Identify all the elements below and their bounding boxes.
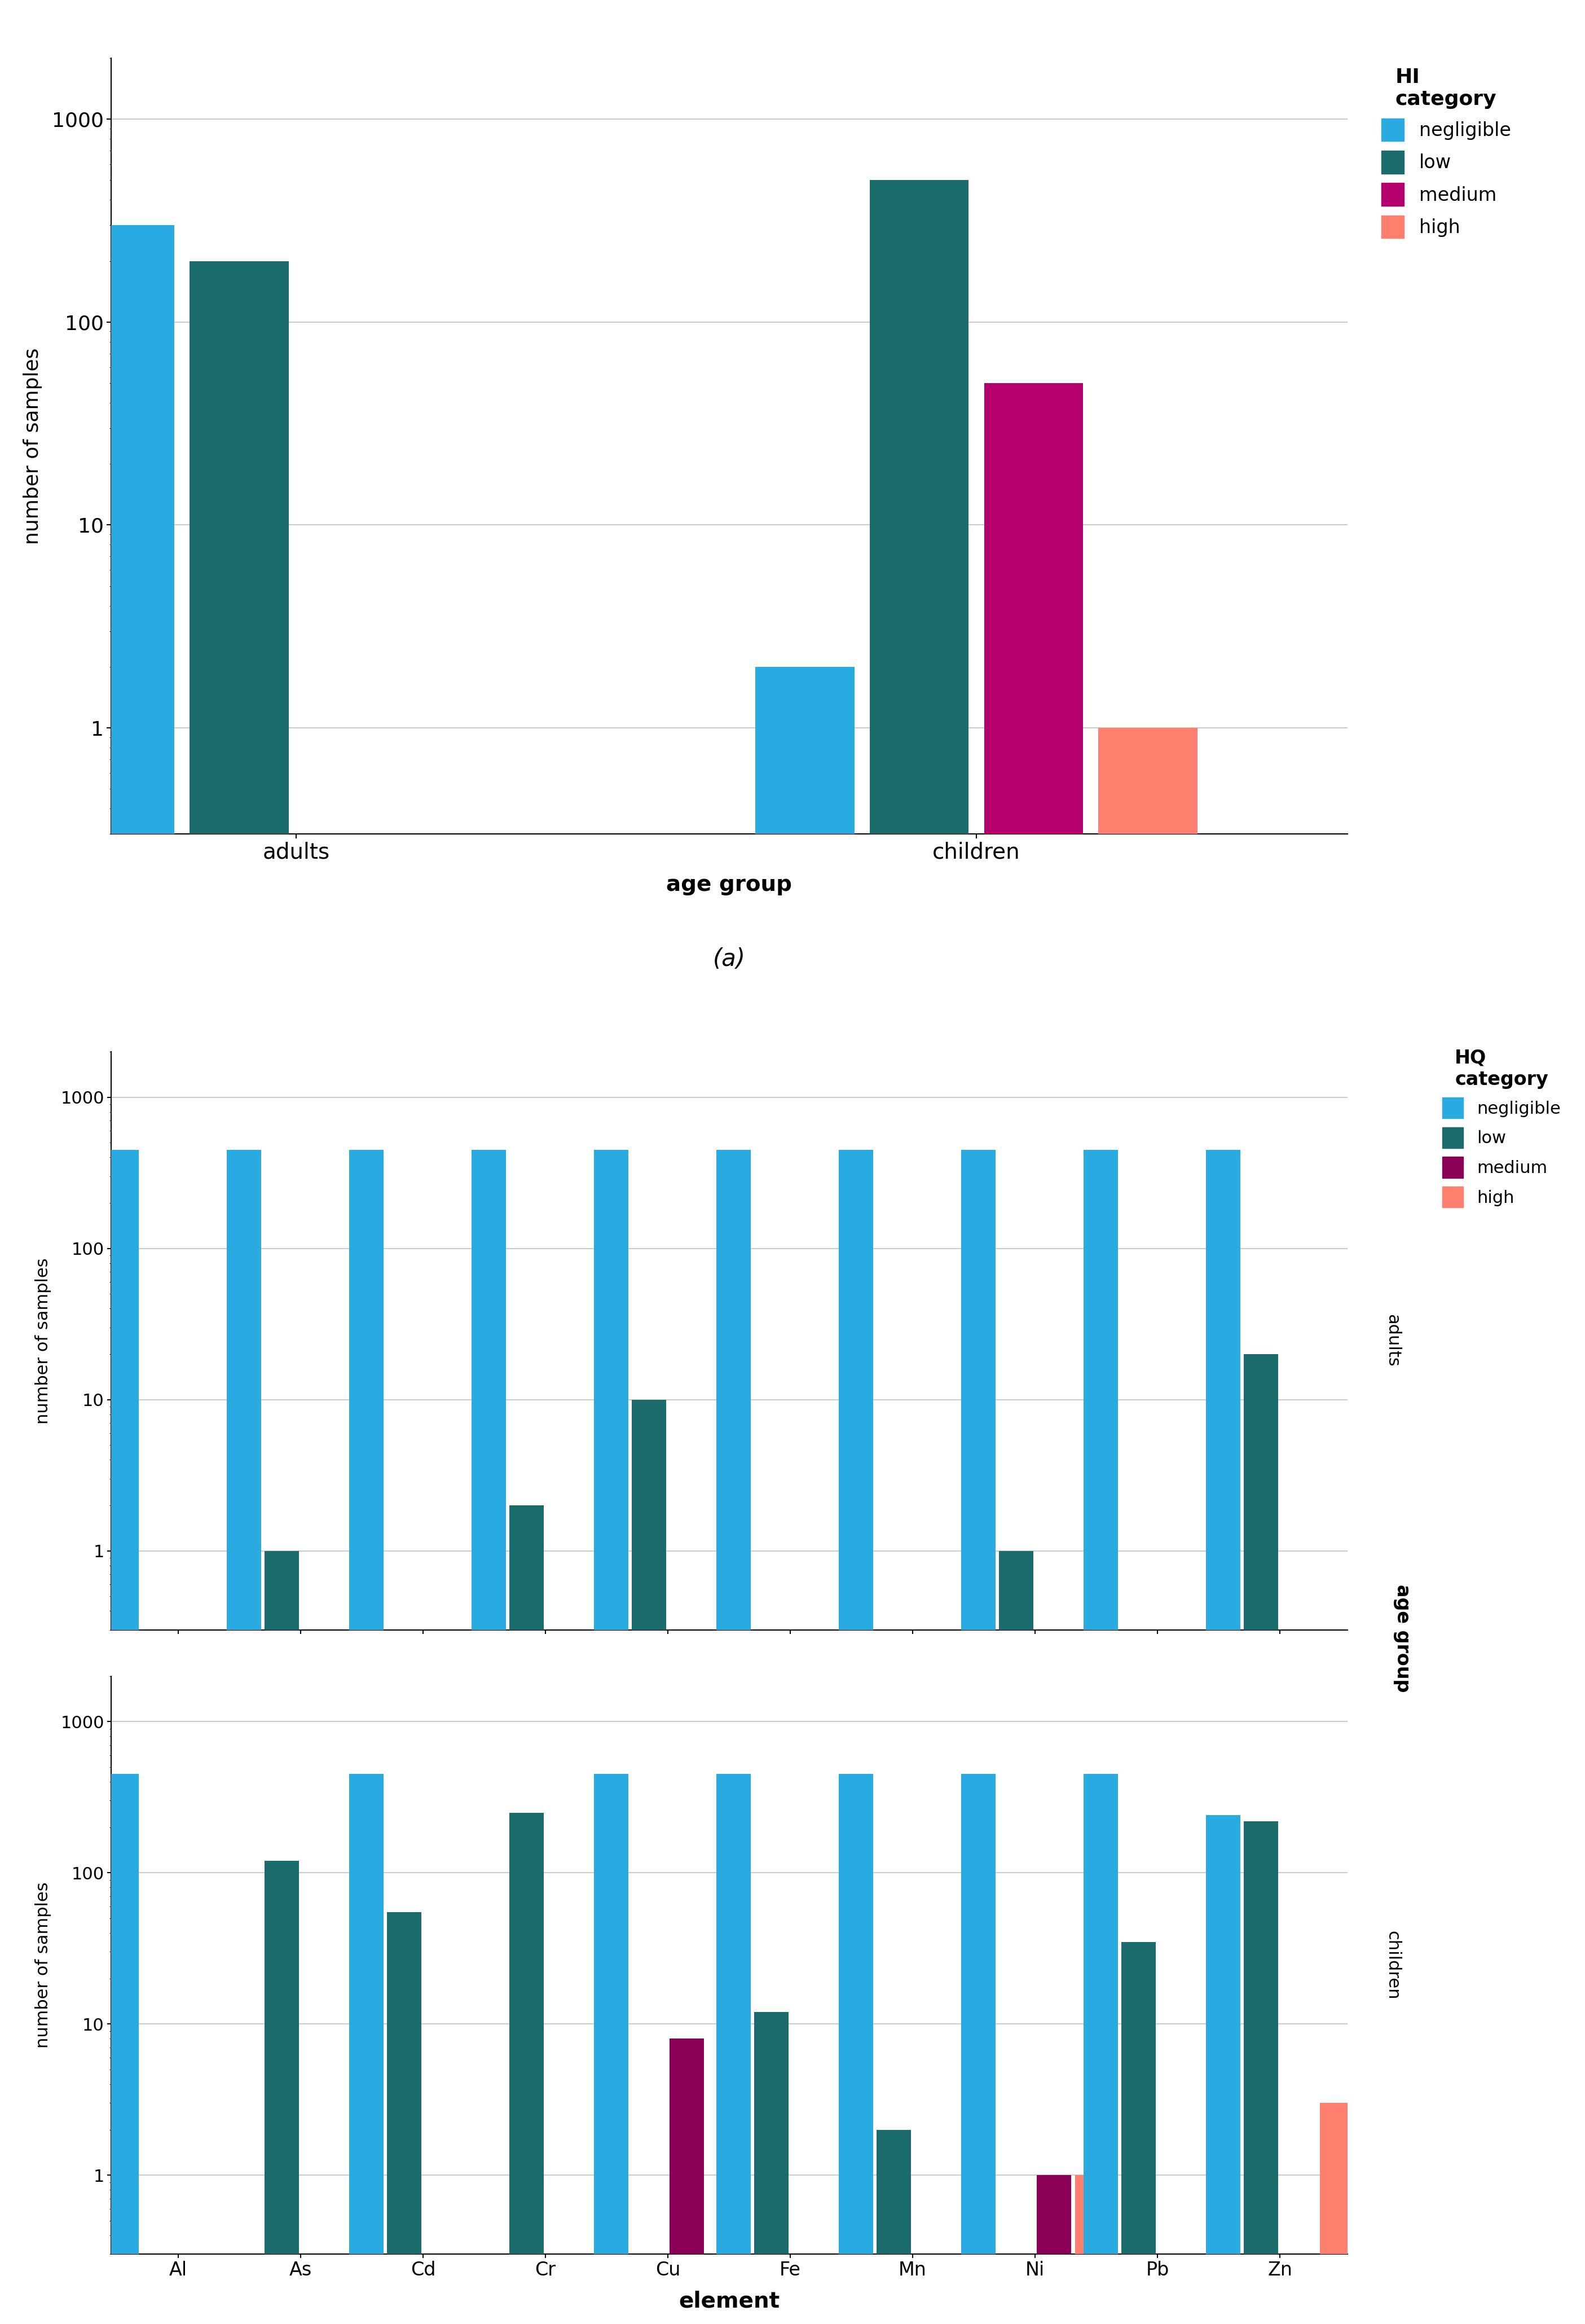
Bar xyxy=(1244,1355,1278,2324)
Bar xyxy=(265,1862,300,2324)
Bar xyxy=(716,1150,751,2324)
Bar xyxy=(227,1150,262,2324)
Bar xyxy=(387,1913,422,2324)
Bar xyxy=(999,1550,1033,2324)
Bar xyxy=(1075,2175,1110,2324)
Y-axis label: number of samples: number of samples xyxy=(35,1257,51,1425)
Bar xyxy=(471,1150,506,2324)
Bar xyxy=(594,1150,628,2324)
Bar xyxy=(838,1150,873,2324)
Bar xyxy=(1122,1943,1155,2324)
Bar xyxy=(105,1150,138,2324)
Bar xyxy=(1320,2103,1354,2324)
Text: (a): (a) xyxy=(713,948,745,971)
Bar xyxy=(265,1550,300,2324)
Bar xyxy=(349,1773,384,2324)
Bar xyxy=(716,1773,751,2324)
Bar xyxy=(1206,1150,1239,2324)
Bar xyxy=(349,1150,384,2324)
Y-axis label: number of samples: number of samples xyxy=(24,349,43,544)
Bar xyxy=(509,1506,544,2324)
Bar xyxy=(670,2038,704,2324)
Bar xyxy=(190,260,288,2324)
X-axis label: age group: age group xyxy=(666,874,792,895)
Bar xyxy=(1084,1150,1117,2324)
Y-axis label: number of samples: number of samples xyxy=(35,1882,51,2047)
Bar xyxy=(984,383,1083,2324)
Text: adults: adults xyxy=(1384,1315,1401,1367)
Bar xyxy=(1098,727,1197,2324)
Bar xyxy=(105,1773,138,2324)
X-axis label: element: element xyxy=(678,2291,780,2312)
Bar xyxy=(870,181,968,2324)
Bar xyxy=(1084,1773,1117,2324)
Text: children: children xyxy=(1384,1931,1401,1999)
Bar xyxy=(838,1773,873,2324)
Bar xyxy=(1244,1822,1278,2324)
Bar xyxy=(1037,2175,1071,2324)
Bar xyxy=(961,1773,995,2324)
Bar xyxy=(76,225,174,2324)
Text: age group: age group xyxy=(1393,1585,1412,1692)
Bar xyxy=(594,1773,628,2324)
Bar xyxy=(756,667,854,2324)
Legend: negligible, low, medium, high: negligible, low, medium, high xyxy=(1442,1048,1561,1208)
Bar xyxy=(632,1399,666,2324)
Bar xyxy=(1206,1815,1239,2324)
Bar xyxy=(509,1813,544,2324)
Bar xyxy=(754,2013,788,2324)
Legend: negligible, low, medium, high: negligible, low, medium, high xyxy=(1382,67,1511,239)
Bar xyxy=(877,2129,911,2324)
Bar xyxy=(961,1150,995,2324)
